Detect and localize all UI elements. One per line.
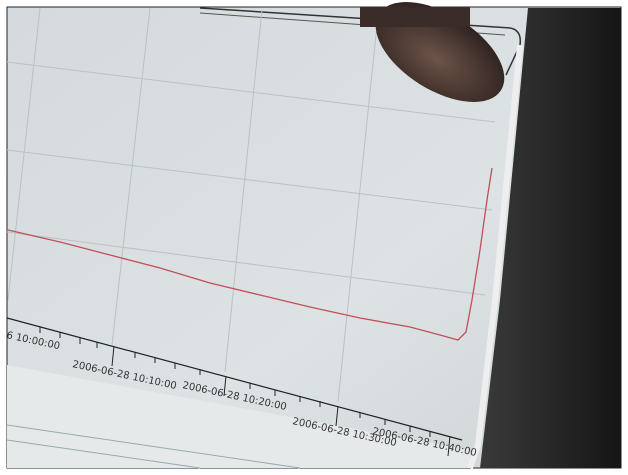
panel-line [6, 439, 201, 469]
grid-line [7, 7, 41, 301]
window-border [199, 7, 522, 76]
panel-line [6, 424, 301, 469]
ticks [39, 327, 451, 457]
finger [375, 2, 505, 102]
tick [223, 375, 227, 397]
minor-ticks [39, 327, 431, 437]
x-axis [6, 317, 463, 441]
finger [360, 7, 470, 27]
screen-edge [467, 44, 523, 469]
bezel [480, 8, 621, 468]
grid-line [6, 61, 496, 123]
grid [6, 7, 496, 403]
grid-line [6, 231, 486, 296]
grid-line [111, 7, 151, 346]
tick [111, 345, 115, 367]
trace [7, 167, 493, 341]
grid-line [337, 14, 379, 403]
grid-line [224, 9, 263, 373]
grid-line [6, 149, 493, 211]
tick [335, 405, 339, 427]
tick [447, 435, 451, 457]
